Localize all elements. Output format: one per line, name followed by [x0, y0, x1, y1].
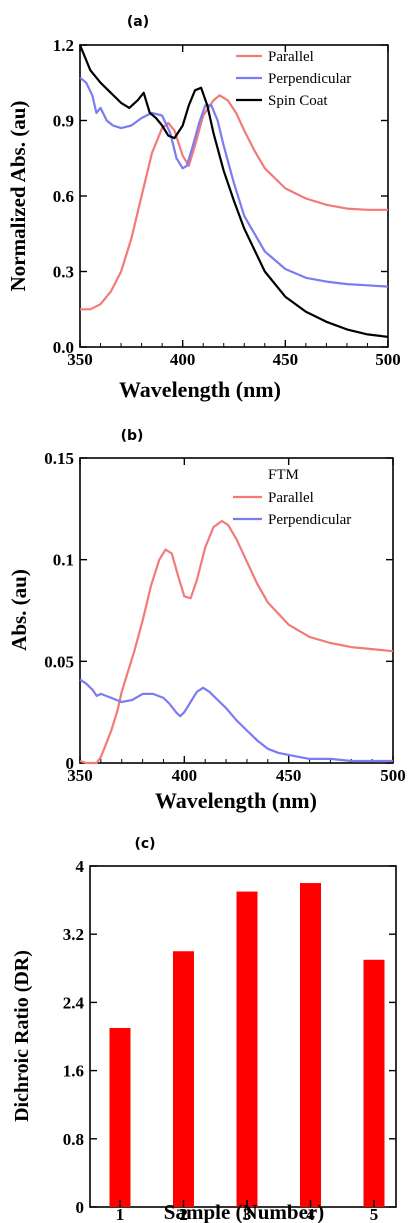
y-tick-label: 0 — [76, 1198, 85, 1217]
x-tick-label: 500 — [375, 350, 401, 369]
legend-title: FTM — [268, 467, 299, 483]
y-tick-label: 0.05 — [44, 652, 74, 671]
y-tick-label: 0.3 — [53, 263, 74, 282]
y-tick-label: 1.2 — [53, 36, 74, 55]
y-tick-label: 1.6 — [63, 1062, 84, 1081]
bar — [173, 951, 194, 1207]
series-line-0 — [79, 519, 394, 765]
y-axis-title: Normalized Abs. (au) — [6, 101, 30, 292]
x-tick-label: 3 — [243, 1205, 252, 1223]
panel-label: (a) — [127, 14, 149, 30]
x-tick-label: 5 — [370, 1205, 379, 1223]
x-tick-label: 400 — [170, 350, 196, 369]
x-tick-label: 500 — [380, 766, 406, 785]
x-axis-title: Wavelength (nm) — [119, 377, 281, 402]
series-line-1 — [79, 76, 389, 288]
y-tick-label: 0.8 — [63, 1130, 84, 1149]
legend-label: Parallel — [268, 490, 314, 506]
plot-frame — [79, 44, 389, 348]
x-tick-label: 1 — [116, 1205, 125, 1223]
series-line-0 — [80, 94, 388, 311]
y-tick-label: 4 — [76, 857, 85, 876]
x-tick-label: 4 — [306, 1205, 315, 1223]
y-tick-label: 2.4 — [63, 993, 85, 1012]
bar — [236, 891, 258, 1207]
legend-label: Perpendicular — [268, 71, 351, 87]
bar — [109, 1027, 131, 1207]
plot-frame — [79, 457, 394, 764]
y-tick-label: 0.9 — [53, 112, 74, 131]
y-tick-label: 0.1 — [53, 551, 74, 570]
legend-label: Perpendicular — [268, 512, 351, 528]
legend-label: Spin Coat — [268, 93, 328, 109]
y-tick-label: 0 — [66, 754, 75, 773]
x-axis-title: Sample (Number) — [164, 1200, 324, 1223]
x-tick-label: 2 — [179, 1205, 188, 1223]
x-tick-label: 350 — [67, 350, 93, 369]
legend-label: Parallel — [268, 49, 314, 65]
x-tick-label: 450 — [273, 350, 299, 369]
y-axis-title: Abs. (au) — [7, 569, 31, 651]
x-tick-label: 450 — [276, 766, 302, 785]
x-tick-label: 350 — [67, 766, 93, 785]
panel-label: (c) — [134, 836, 155, 852]
x-axis-title: Wavelength (nm) — [155, 788, 317, 813]
y-tick-label: 0.0 — [53, 338, 74, 357]
y-tick-label: 3.2 — [63, 925, 84, 944]
series-line-2 — [78, 44, 389, 338]
y-tick-label: 0.6 — [53, 187, 74, 206]
y-axis-title: Dichroic Ratio (DR) — [11, 950, 33, 1122]
bar — [363, 959, 385, 1207]
bar — [300, 883, 321, 1207]
y-tick-label: 0.15 — [44, 449, 74, 468]
x-tick-label: 400 — [172, 766, 198, 785]
series-line-1 — [79, 678, 393, 763]
panel-label: (b) — [121, 428, 144, 444]
